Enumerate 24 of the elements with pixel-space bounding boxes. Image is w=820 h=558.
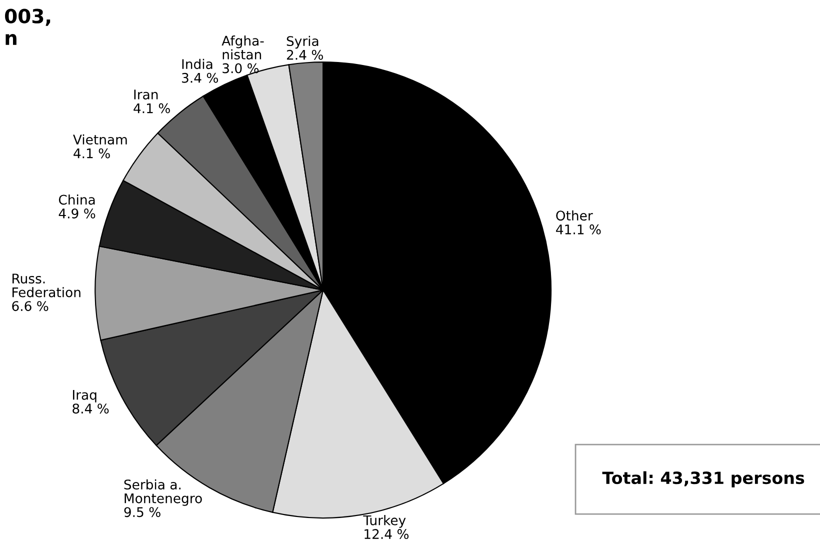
- text: Total: 43,331 persons: [602, 471, 804, 488]
- slice-label: Russ. Federation: [12, 274, 80, 298]
- data-label: 8.4 %: [72, 404, 109, 414]
- slice-label: Turkey: [363, 515, 406, 528]
- data-label: 4.1 %: [74, 148, 110, 158]
- slice-label: Afgha- nistan: [222, 36, 264, 60]
- slice-label: Other: [556, 210, 593, 221]
- data-label: 6.6 %: [12, 301, 48, 312]
- chart-title: 003, n: [5, 8, 50, 45]
- data-label: 4.9 %: [58, 208, 96, 218]
- data-label: 41.1 %: [556, 224, 601, 234]
- data-label: 12.4 %: [364, 529, 409, 540]
- slice-label: Vietnam: [73, 134, 127, 145]
- slice-label: Iran: [134, 90, 158, 100]
- data-label: 3.4 %: [182, 72, 218, 83]
- slice-label: Iraq: [73, 390, 96, 402]
- data-label: 2.4 %: [286, 50, 323, 60]
- data-label: 9.5 %: [124, 507, 160, 518]
- data-label: 4.1 %: [134, 103, 170, 114]
- slice-label: Serbia a. Montenegro: [124, 479, 202, 506]
- slice-label: Syria: [286, 36, 318, 49]
- slice-label: India: [182, 58, 212, 70]
- slice-label: China: [58, 194, 95, 205]
- data-label: 3.0 %: [222, 63, 259, 74]
